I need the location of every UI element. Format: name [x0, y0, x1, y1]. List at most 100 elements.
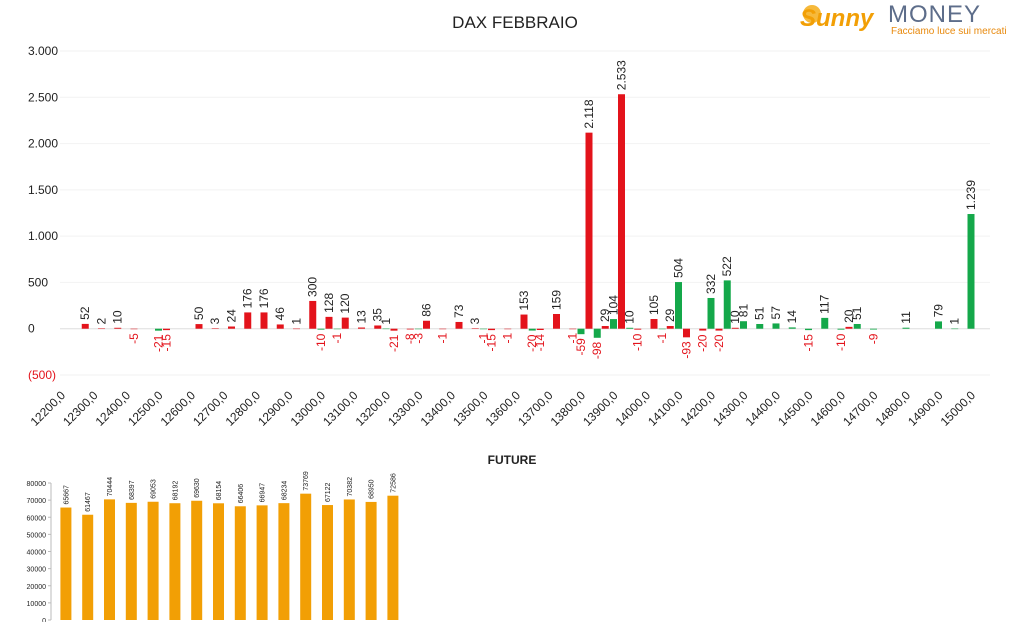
x-tick-label: 14500,0	[775, 388, 816, 429]
x-tick-label: 13300,0	[385, 388, 426, 429]
bar	[228, 326, 235, 329]
data-label: 120	[338, 293, 352, 313]
bar	[601, 326, 609, 329]
bar	[147, 501, 159, 620]
chart-title: FUTURE	[488, 453, 537, 467]
bar	[125, 502, 137, 620]
data-label: -20	[525, 334, 539, 352]
bar	[256, 505, 268, 620]
x-tick-label: 13900,0	[580, 388, 621, 429]
bar	[520, 314, 528, 329]
logo-brand: Sunny	[800, 5, 875, 32]
bar	[553, 313, 560, 329]
bar	[163, 328, 170, 331]
y-tick-label: 0	[28, 322, 35, 336]
data-label: -15	[802, 334, 816, 352]
data-label: 1	[948, 318, 962, 325]
data-label: 79	[932, 304, 946, 318]
y-tick-label: 3.000	[28, 44, 58, 58]
data-label: -1	[330, 332, 344, 343]
data-label: 153	[517, 290, 531, 310]
data-label: -20	[696, 334, 710, 352]
data-label: 66406	[238, 484, 245, 504]
bar	[104, 499, 115, 620]
data-label: 29	[663, 308, 677, 322]
bar	[480, 328, 487, 330]
bar	[626, 327, 634, 329]
bar	[343, 499, 355, 620]
y-tick-label: 60000	[27, 515, 47, 522]
x-tick-label: 12400,0	[93, 388, 134, 429]
data-label: 72586	[390, 473, 397, 493]
y-tick-label: 80000	[27, 481, 47, 488]
data-label: 105	[647, 295, 661, 315]
bar	[317, 328, 325, 330]
bar	[853, 323, 861, 329]
bar	[415, 328, 422, 330]
data-label: 70382	[347, 477, 354, 497]
bar	[610, 319, 617, 329]
data-label: 1	[379, 318, 393, 325]
data-label: 35	[371, 308, 385, 322]
x-tick-label: 12800,0	[223, 388, 264, 429]
bar	[471, 328, 479, 329]
bar	[155, 328, 162, 331]
data-label: 128	[322, 293, 336, 313]
bar	[772, 323, 780, 329]
x-tick-label: 14200,0	[678, 388, 719, 429]
bar	[341, 317, 349, 329]
bar	[276, 324, 284, 329]
data-label: 73769	[303, 471, 310, 491]
data-label: 69630	[194, 478, 201, 498]
data-label: 176	[241, 288, 255, 308]
x-tick-label: 14900,0	[905, 388, 946, 429]
bar	[322, 505, 333, 620]
data-label: -1	[477, 332, 491, 343]
bar	[951, 328, 959, 330]
y-tick-label: 10000	[27, 601, 47, 608]
bar	[837, 328, 845, 330]
data-label: 300	[306, 277, 320, 297]
bar	[902, 327, 910, 329]
bar	[244, 312, 252, 329]
data-label: -15	[160, 334, 174, 352]
data-label: 24	[225, 309, 239, 323]
data-label: -10	[834, 333, 848, 351]
bar	[870, 328, 877, 330]
bar	[365, 501, 377, 620]
y-tick-label: 30000	[27, 567, 47, 574]
y-tick-label: 70000	[27, 498, 47, 505]
bar	[821, 317, 829, 329]
data-label: -21	[387, 334, 401, 352]
data-label: 61467	[85, 492, 92, 512]
data-label: -1	[566, 332, 580, 343]
bar	[569, 328, 577, 330]
bar	[788, 327, 796, 329]
bar	[325, 316, 333, 329]
data-label: 332	[704, 274, 718, 294]
logo-brand2: MONEY	[888, 1, 981, 28]
bar	[333, 328, 341, 330]
y-tick-label: 20000	[27, 584, 47, 591]
data-label: -1	[655, 332, 669, 343]
data-label: 66947	[260, 483, 267, 503]
data-label: 68192	[172, 481, 179, 501]
data-label: 86	[420, 303, 434, 317]
bar	[756, 323, 764, 329]
data-label: 65667	[63, 485, 70, 505]
x-tick-label: 14400,0	[743, 388, 784, 429]
data-label: 68950	[369, 479, 376, 499]
bar	[618, 94, 625, 329]
bar	[845, 326, 853, 329]
data-label: 52	[78, 306, 92, 320]
bar	[195, 324, 203, 329]
data-label: 176	[257, 288, 271, 308]
x-tick-label: 13400,0	[418, 388, 459, 429]
bar	[683, 328, 690, 338]
bar	[577, 328, 585, 335]
bar	[455, 321, 463, 329]
y-tick-label: 1.000	[28, 229, 58, 243]
bar	[300, 493, 312, 620]
data-label: 10	[111, 310, 125, 324]
data-label: -1	[436, 332, 450, 343]
